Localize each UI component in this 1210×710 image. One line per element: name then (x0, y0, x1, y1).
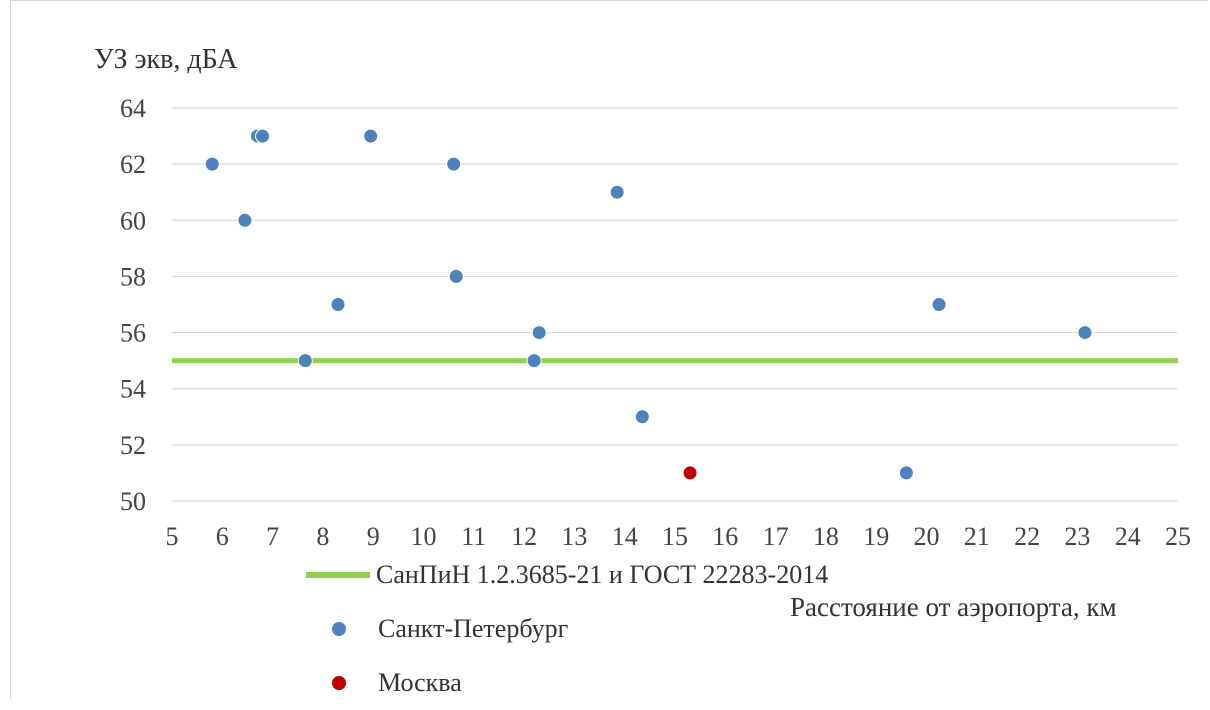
y-tick-label: 60 (120, 206, 146, 235)
y-tick-labels: 50 52 54 56 58 60 62 64 (120, 94, 146, 516)
y-tick-label: 56 (120, 319, 146, 348)
data-point (931, 297, 947, 312)
y-tick-label: 52 (120, 431, 146, 460)
data-point (1077, 325, 1093, 341)
x-tick-label: 25 (1165, 522, 1191, 551)
legend-dot-swatch (332, 622, 346, 636)
legend-label-spb: Санкт-Петербург (378, 614, 569, 643)
data-points (204, 128, 1093, 481)
x-axis-title: Расстояние от аэропорта, км (790, 592, 1117, 622)
x-tick-label: 12 (511, 522, 537, 551)
x-tick-label: 17 (763, 522, 789, 551)
x-tick-label: 13 (561, 522, 587, 551)
x-tick-label: 24 (1115, 522, 1141, 551)
y-tick-label: 58 (120, 262, 146, 291)
x-tick-label: 11 (461, 522, 486, 551)
x-tick-label: 16 (712, 522, 738, 551)
x-tick-label: 22 (1014, 522, 1040, 551)
x-tick-label: 6 (216, 522, 229, 551)
data-point (255, 128, 271, 144)
grid-lines (172, 107, 1178, 502)
legend-item-reference: СанПиН 1.2.3685-21 и ГОСТ 22283-2014 (306, 548, 828, 602)
data-point (446, 156, 462, 172)
legend-label-reference: СанПиН 1.2.3685-21 и ГОСТ 22283-2014 (376, 560, 829, 589)
x-tick-label: 19 (863, 522, 889, 551)
legend-item-spb: Санкт-Петербург (306, 602, 828, 656)
data-point (363, 128, 379, 144)
x-tick-label: 23 (1064, 522, 1090, 551)
legend-line-swatch (306, 572, 370, 578)
y-axis-title: УЗ экв, дБА (94, 44, 238, 75)
data-point (898, 465, 914, 481)
x-tick-label: 21 (964, 522, 990, 551)
x-tick-label: 20 (914, 522, 940, 551)
x-tick-label: 15 (662, 522, 688, 551)
chart-frame (10, 0, 1208, 699)
x-tick-label: 7 (266, 522, 279, 551)
legend-item-moscow: Москва (306, 656, 828, 710)
x-tick-label: 5 (166, 522, 179, 551)
data-point (682, 465, 698, 481)
x-tick-label: 8 (316, 522, 329, 551)
data-point (526, 353, 542, 369)
data-point (531, 325, 547, 341)
y-tick-label: 54 (120, 375, 146, 404)
x-tick-label: 10 (411, 522, 437, 551)
data-point (609, 184, 625, 200)
y-tick-label: 64 (120, 94, 146, 123)
x-tick-label: 18 (813, 522, 839, 551)
data-point (634, 409, 650, 425)
x-tick-label: 9 (367, 522, 380, 551)
legend-label-moscow: Москва (378, 668, 462, 697)
data-point (237, 212, 253, 228)
y-tick-label: 50 (120, 487, 146, 516)
data-point (448, 268, 464, 284)
data-point (204, 156, 220, 172)
data-point (330, 297, 346, 312)
x-tick-labels: 5 6 7 8 9 10 11 12 13 14 15 16 17 18 19 20 21 22 23 24 25 (166, 522, 1192, 551)
x-tick-label: 14 (612, 522, 638, 551)
y-tick-label: 62 (120, 150, 146, 179)
legend: СанПиН 1.2.3685-21 и ГОСТ 22283-2014 Сан… (306, 548, 828, 710)
data-point (297, 353, 313, 369)
legend-dot-swatch (332, 676, 346, 690)
